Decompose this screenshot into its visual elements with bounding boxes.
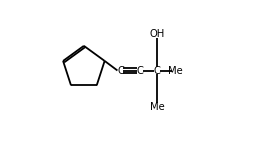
Text: C: C xyxy=(137,66,144,75)
Text: Me: Me xyxy=(150,102,165,112)
Text: Me: Me xyxy=(168,66,183,75)
Text: C: C xyxy=(154,66,161,75)
Text: C: C xyxy=(117,66,124,75)
Text: OH: OH xyxy=(149,29,165,39)
